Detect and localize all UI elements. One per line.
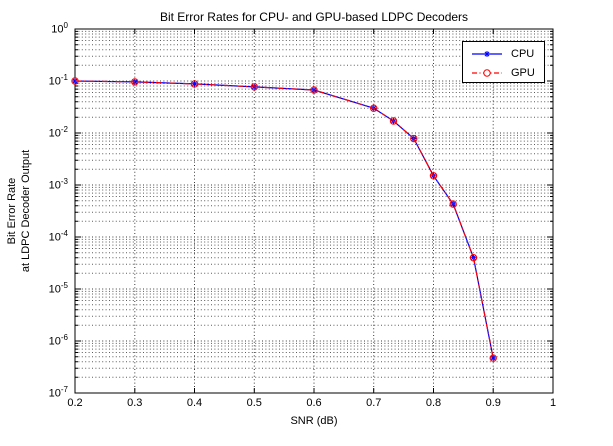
y-tick-label: 10-7 [48,385,68,400]
x-tick-label: 0.2 [67,397,83,409]
chart-title: Bit Error Rates for CPU- and GPU-based L… [159,10,469,24]
x-axis-label: SNR (dB) [290,415,338,427]
gpu-series-line [74,80,494,359]
legend-entry-gpu: GPU [463,63,544,82]
gpu-circle-markers [71,77,497,362]
cpu-series-line [74,80,494,359]
minor-tick-marks [75,30,553,378]
x-tick-label: 0.8 [425,397,442,409]
x-tick-label: 0.9 [485,397,501,409]
x-tick-label: 0.3 [127,397,143,409]
y-axis-label-line1: Bit Error Rate [6,177,18,245]
cpu-line-sample [472,50,502,57]
y-tick-label: 10-1 [48,73,68,88]
legend: CPU GPU [462,41,545,83]
y-tick-label: 10-6 [48,333,68,348]
y-tick-label: 10-3 [48,177,68,192]
x-tick-label: 0.5 [246,397,262,409]
major-tick-marks [74,28,554,394]
legend-label-cpu: CPU [511,47,535,60]
legend-entry-cpu: CPU [463,44,544,63]
y-tick-label: 10-5 [48,281,68,296]
asterisk-marker-icon [484,50,490,57]
x-tick-label: 0.6 [306,397,322,409]
major-gridlines [75,29,553,393]
y-axis-label-line2: at LDPC Decoder Output [20,149,32,273]
y-axis-label: Bit Error Rate at LDPC Decoder Output [5,129,35,293]
x-tick-label: 0.7 [366,397,382,409]
y-tick-label: 10-2 [48,125,68,140]
x-tick-label: 0.4 [186,397,203,409]
legend-label-gpu: GPU [511,66,535,79]
x-tick-label: 1 [549,397,557,409]
y-tick-label: 100 [51,21,68,36]
circle-marker-icon [483,68,491,77]
cpu-asterisk-markers [72,78,497,362]
gpu-line-sample [472,68,502,77]
y-tick-label: 10-4 [48,229,68,244]
